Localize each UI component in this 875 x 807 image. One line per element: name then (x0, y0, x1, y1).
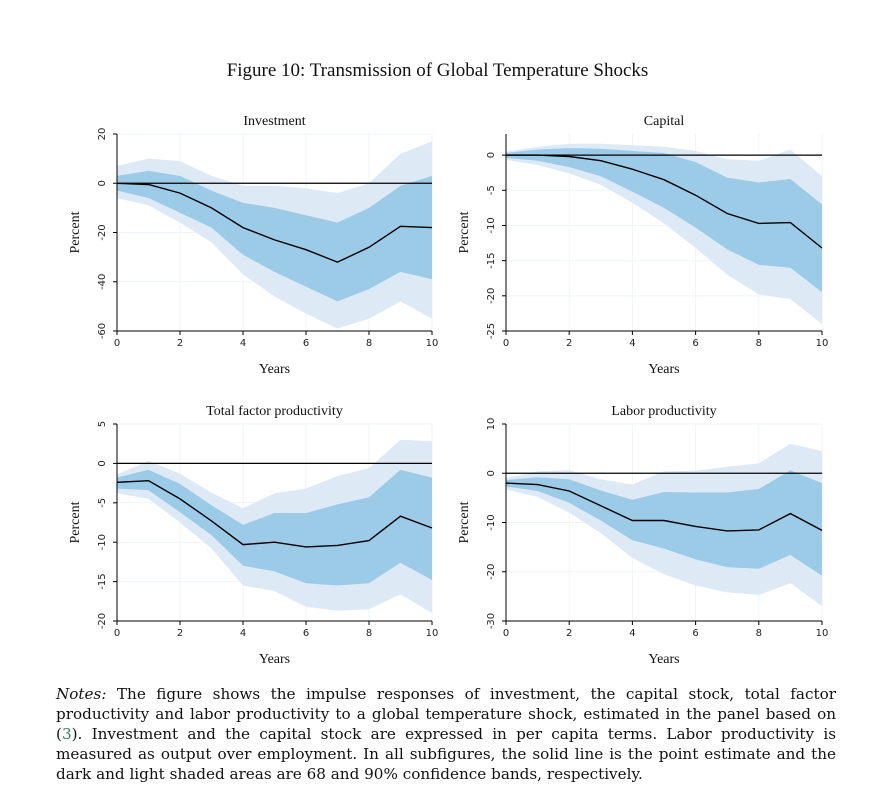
y-tick-label: 0 (97, 460, 108, 466)
y-tick-label: -60 (97, 323, 108, 339)
y-tick-label: 5 (97, 421, 108, 427)
x-tick-label: 0 (114, 628, 120, 639)
panel-title: Investment (243, 114, 305, 129)
x-tick-label: 10 (426, 628, 439, 639)
x-tick-label: 4 (629, 628, 635, 639)
y-tick-label: -30 (486, 613, 497, 629)
x-tick-label: 2 (566, 338, 572, 349)
x-tick-label: 8 (756, 338, 762, 349)
y-tick-label: -20 (486, 288, 497, 304)
x-tick-label: 2 (177, 628, 183, 639)
x-tick-label: 8 (366, 628, 372, 639)
x-tick-label: 2 (566, 628, 572, 639)
panel-1: 0 2 4 6 8 10 -60 -40 -20 0 20 Investment Years Percen… (68, 114, 438, 377)
notes-text-1: The figure shows the impulse responses o… (56, 685, 836, 743)
x-tick-label: 0 (503, 338, 509, 349)
point-estimate-line (116, 479, 433, 548)
y-tick-label: -5 (486, 185, 497, 195)
panel-title: Labor productivity (611, 404, 716, 419)
x-tick-label: 4 (240, 338, 246, 349)
panel-title: Total factor productivity (206, 404, 343, 419)
point-estimate-line (506, 154, 823, 249)
y-tick-label: -20 (486, 564, 497, 580)
y-tick-label: -20 (97, 224, 108, 240)
x-axis-label: Years (259, 652, 290, 667)
x-axis-label: Years (648, 652, 679, 667)
y-tick-label: 20 (97, 128, 108, 141)
equation-reference-link[interactable]: 3 (61, 725, 72, 743)
figure-notes: Notes: The figure shows the impulse resp… (56, 684, 836, 784)
notes-text-2: ). Investment and the capital stock are … (56, 725, 836, 783)
y-tick-label: -15 (97, 573, 108, 589)
y-tick-label: -15 (486, 252, 497, 268)
x-tick-label: 6 (303, 628, 309, 639)
x-tick-label: 4 (629, 338, 635, 349)
x-tick-label: 6 (303, 338, 309, 349)
y-tick-label: -5 (97, 498, 108, 508)
x-tick-label: 2 (177, 338, 183, 349)
x-tick-label: 10 (816, 338, 829, 349)
confidence-band-68 (506, 470, 822, 576)
figure-panels: 0 2 4 6 8 10-60-40-20020InvestmentYearsPercen… (68, 114, 828, 667)
y-axis-label: Percent (457, 211, 472, 253)
x-tick-label: 0 (114, 338, 120, 349)
x-tick-label: 10 (426, 338, 439, 349)
y-tick-label: 0 (486, 152, 497, 158)
y-tick-label: -10 (486, 217, 497, 233)
y-tick-label: -10 (97, 534, 108, 550)
panel-title: Capital (644, 114, 685, 129)
panel-2: 0 2 4 6 8 10 -25 -20 -15 -10 -5 0 Capital Years Percen… (457, 114, 828, 377)
y-tick-label: -20 (97, 613, 108, 629)
y-axis-label: Percent (457, 501, 472, 543)
point-estimate-line (116, 182, 433, 263)
point-estimate-line (505, 482, 823, 532)
x-tick-label: 0 (503, 628, 509, 639)
x-tick-label: 6 (692, 628, 698, 639)
confidence-band-68 (117, 469, 432, 586)
y-axis-label: Percent (68, 501, 83, 543)
y-tick-label: -40 (97, 274, 108, 290)
y-tick-label: 0 (97, 180, 108, 186)
x-tick-label: 8 (756, 628, 762, 639)
y-axis-label: Percent (68, 211, 83, 253)
confidence-band-68 (506, 148, 822, 293)
panel-3: 0 2 4 6 8 10 -20 -15 -10 -5 0 5 Total factor product… (68, 404, 438, 667)
x-tick-label: 10 (816, 628, 829, 639)
y-tick-label: 0 (486, 470, 497, 476)
y-tick-label: -25 (486, 323, 497, 339)
x-axis-label: Years (259, 362, 290, 377)
x-tick-label: 4 (240, 628, 246, 639)
y-tick-label: -10 (486, 514, 497, 530)
confidence-band-68 (117, 170, 432, 302)
y-tick-label: 10 (486, 418, 497, 431)
panel-4: 0 2 4 6 8 10 -30 -20 -10 0 10 Labor productivity Yea… (457, 404, 828, 667)
x-tick-label: 6 (692, 338, 698, 349)
x-tick-label: 8 (366, 338, 372, 349)
x-axis-label: Years (648, 362, 679, 377)
notes-lead: Notes: (56, 685, 107, 703)
figure-title: Figure 10: Transmission of Global Temper… (226, 60, 649, 81)
